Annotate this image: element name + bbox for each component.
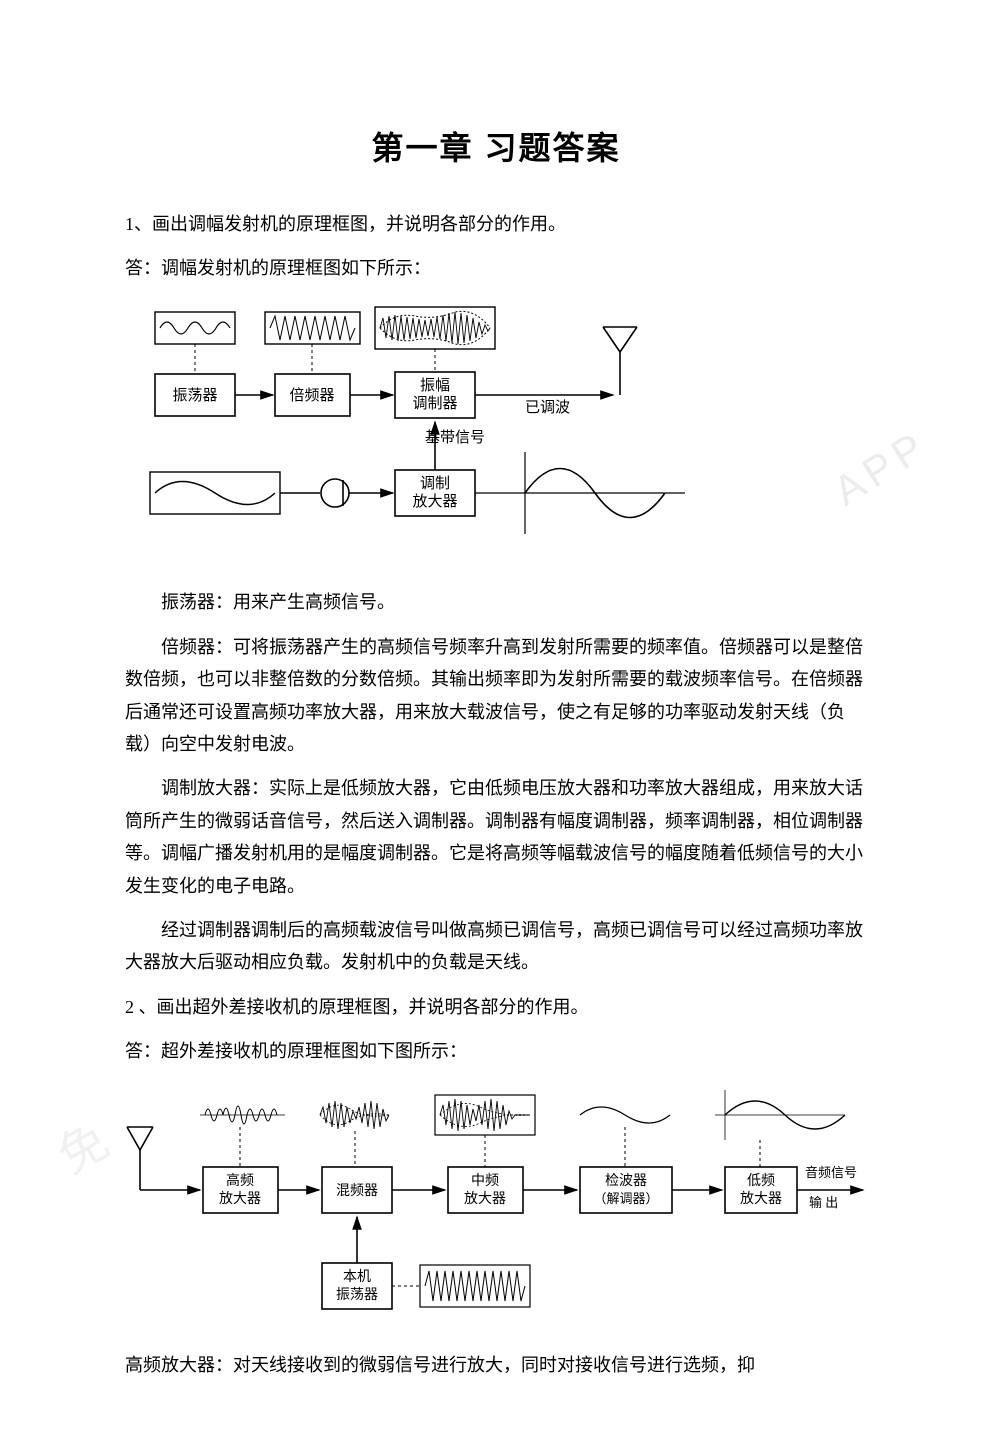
block-modamp-label1: 调制 [420,475,450,492]
block-rfamp-label1: 高频 [226,1172,254,1189]
label-modulated-wave: 已调波 [525,399,570,416]
label-audio-out2: 输 出 [809,1195,838,1210]
block-modulator-label2: 调制器 [412,395,457,412]
block-oscillator-label: 振荡器 [172,387,217,404]
block-modamp-label2: 放大器 [412,493,457,510]
block-ifamp-label2: 放大器 [464,1191,506,1207]
block-modulator-label1: 振幅 [420,377,450,394]
diagram-transmitter: 振荡器 倍频器 振幅 调制器 已调波 基带信号 调制 放大器 [125,302,867,562]
block-multiplier-label: 倍频器 [289,387,334,404]
block-localosc-label1: 本机 [343,1269,371,1285]
question-2: 2 、画出超外差接收机的原理框图，并说明各部分的作用。 [125,991,867,1023]
desc-oscillator: 振荡器：用来产生高频信号。 [125,586,867,618]
label-audio-out1: 音频信号 [805,1165,857,1180]
block-ifamp-label1: 中频 [471,1173,499,1189]
block-rfamp-label2: 放大器 [219,1191,261,1207]
diagram-receiver: 高频 放大器 混频器 中频 放大器 检波器 （解调器） 低频 放大器 音频信号 … [125,1085,867,1325]
block-mixer-label: 混频器 [336,1183,378,1199]
block-afamp-label1: 低频 [747,1173,775,1189]
watermark-mian: 免 [42,1101,127,1200]
label-baseband: 基带信号 [425,429,485,446]
answer-2-intro: 答：超外差接收机的原理框图如下图所示： [125,1035,867,1067]
question-1: 1、画出调幅发射机的原理框图，并说明各部分的作用。 [125,208,867,240]
block-localosc-label2: 振荡器 [336,1287,378,1303]
block-afamp-label2: 放大器 [740,1191,782,1207]
page-title: 第一章 习题答案 [125,120,867,178]
desc-multiplier: 倍频器：可将振荡器产生的高频信号频率升高到发射所需要的频率值。倍频器可以是整倍数… [125,631,867,761]
desc-rfamp: 高频放大器：对天线接收到的微弱信号进行放大，同时对接收信号进行选频，抑 [125,1349,867,1381]
block-detector-label1: 检波器 [605,1173,647,1189]
answer-1-intro: 答：调幅发射机的原理框图如下所示： [125,252,867,284]
block-detector-label2: （解调器） [593,1191,658,1206]
desc-modulated: 经过调制器调制后的高频载波信号叫做高频已调信号，高频已调信号可以经过高频功率放大… [125,914,867,979]
desc-modamp: 调制放大器：实际上是低频放大器，它由低频电压放大器和功率放大器组成，用来放大话筒… [125,772,867,902]
